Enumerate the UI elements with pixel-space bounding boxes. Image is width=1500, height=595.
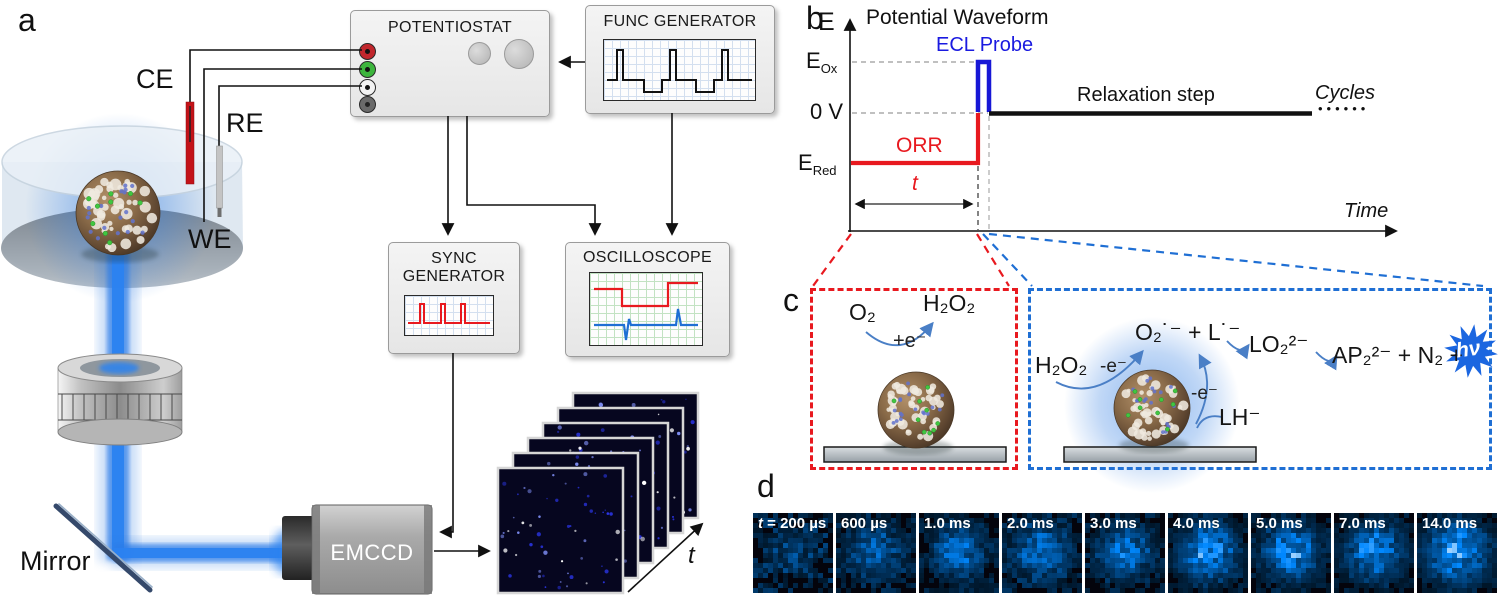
cycles-label: Cycles bbox=[1315, 82, 1376, 104]
ecl-frame-timestamp: 14.0 ms bbox=[1422, 515, 1478, 532]
radicals-label: O₂˙⁻ + L˙⁻ bbox=[1135, 319, 1241, 345]
potential-waveform-plot bbox=[843, 18, 1398, 238]
reference-electrode-label: RE bbox=[226, 108, 264, 138]
ecl-frame-3: 1.0 ms bbox=[919, 513, 999, 593]
ecl-frame-timestamp: 1.0 ms bbox=[924, 515, 971, 532]
nanoparticle-in-cell bbox=[75, 170, 161, 263]
sync-generator-title-1: SYNC bbox=[431, 250, 477, 267]
panel-letter-c: c bbox=[783, 282, 799, 318]
electrochemical-cell bbox=[1, 113, 243, 303]
e-axis-label: E bbox=[818, 8, 835, 36]
e-ox-label: EOx bbox=[806, 48, 838, 76]
working-electrode-label: WE bbox=[188, 224, 232, 254]
image-stack bbox=[496, 391, 700, 595]
panel-letter-b: b bbox=[806, 0, 824, 36]
h2o2-label-2: H₂O₂ bbox=[1035, 352, 1088, 378]
orr-label: ORR bbox=[896, 134, 943, 157]
counter-electrode-label: CE bbox=[136, 64, 174, 94]
waveform-title: Potential Waveform bbox=[866, 6, 1049, 29]
jack-green bbox=[359, 61, 376, 78]
ecl-frame-image bbox=[753, 513, 833, 593]
stack-time-label: t bbox=[688, 542, 695, 569]
excitation-beam-vertical bbox=[98, 250, 138, 562]
ecl-frame-image bbox=[836, 513, 916, 593]
ecl-frame-image bbox=[1334, 513, 1414, 593]
potentiostat-box: POTENTIOSTAT bbox=[350, 10, 550, 117]
ecl-probe-label: ECL Probe bbox=[936, 34, 1034, 56]
lh-label: LH⁻ bbox=[1219, 404, 1261, 430]
ecl-frame-9: 14.0 ms bbox=[1417, 513, 1497, 593]
zoom-connectors bbox=[812, 232, 1484, 288]
lo2-label: LO₂²⁻ bbox=[1249, 331, 1309, 357]
knob-large bbox=[504, 39, 534, 69]
electrode-wiring bbox=[189, 49, 362, 222]
func-generator-box: FUNC GENERATOR bbox=[585, 5, 775, 114]
scope-traces bbox=[594, 281, 698, 341]
cycles-dots: •••••• bbox=[1318, 101, 1370, 116]
emission-beam-horizontal bbox=[112, 538, 294, 568]
zero-volt-label: 0 V bbox=[810, 99, 844, 124]
oscilloscope-box: OSCILLOSCOPE bbox=[565, 242, 730, 357]
ecl-frame-image bbox=[1002, 513, 1082, 593]
panel-letter-a: a bbox=[18, 2, 36, 38]
minus-electron-label-1: -e⁻ bbox=[1100, 356, 1127, 377]
ecl-frame-image bbox=[1168, 513, 1248, 593]
knob-small bbox=[468, 42, 491, 65]
sync-generator-display bbox=[404, 295, 494, 336]
ecl-frame-image bbox=[1085, 513, 1165, 593]
pulse-width-label: t bbox=[912, 172, 918, 195]
ecl-frame-5: 3.0 ms bbox=[1085, 513, 1165, 593]
orr-mechanism-box bbox=[810, 288, 1018, 470]
ecl-frame-7: 5.0 ms bbox=[1251, 513, 1331, 593]
func-generator-display bbox=[603, 39, 756, 101]
ecl-frame-6: 4.0 ms bbox=[1168, 513, 1248, 593]
sync-generator-title-2: GENERATOR bbox=[402, 268, 506, 285]
func-generator-title: FUNC GENERATOR bbox=[603, 13, 757, 30]
relaxation-step-label: Relaxation step bbox=[1077, 84, 1215, 106]
ecl-frame-timestamp: 5.0 ms bbox=[1256, 515, 1303, 532]
pulse-train-trace bbox=[408, 303, 490, 324]
ecl-frame-4: 2.0 ms bbox=[1002, 513, 1082, 593]
potentiostat-title: POTENTIOSTAT bbox=[388, 19, 512, 36]
oscilloscope-display bbox=[589, 272, 703, 346]
ecl-frame-image bbox=[1251, 513, 1331, 593]
ecl-frame-timestamp: 2.0 ms bbox=[1007, 515, 1054, 532]
emccd-label: EMCCD bbox=[330, 540, 414, 565]
ecl-frame-1: t = 200 µs bbox=[753, 513, 833, 593]
time-axis-label: Time bbox=[1344, 200, 1389, 222]
o2-label: O₂ bbox=[849, 299, 876, 325]
ecl-frame-timestamp: 4.0 ms bbox=[1173, 515, 1220, 532]
oscilloscope-title: OSCILLOSCOPE bbox=[583, 249, 712, 266]
jack-gray bbox=[359, 96, 376, 113]
ecl-frame-timestamp: 7.0 ms bbox=[1339, 515, 1386, 532]
hv-label: hν bbox=[1454, 336, 1482, 363]
h2o2-label: H₂O₂ bbox=[923, 290, 976, 316]
counter-electrode bbox=[185, 101, 195, 185]
panel-letter-d: d bbox=[757, 468, 775, 504]
objective-lens bbox=[57, 353, 183, 446]
mirror-label: Mirror bbox=[20, 546, 91, 576]
reference-electrode bbox=[216, 145, 223, 217]
plus-electron-label: +e⁻ bbox=[893, 330, 927, 352]
e-red-label: ERed bbox=[798, 150, 837, 178]
ecl-mechanism-box bbox=[1028, 288, 1492, 470]
jack-red bbox=[359, 43, 376, 60]
ecl-frame-timestamp: 3.0 ms bbox=[1090, 515, 1137, 532]
ecl-frame-timestamp: 600 µs bbox=[841, 515, 888, 532]
square-wave-trace bbox=[607, 49, 752, 93]
ecl-frame-image bbox=[919, 513, 999, 593]
ecl-frame-2: 600 µs bbox=[836, 513, 916, 593]
minus-electron-label-2: -e⁻ bbox=[1191, 383, 1218, 404]
ecl-frame-image bbox=[1417, 513, 1497, 593]
ecl-frame-timestamp: t = 200 µs bbox=[758, 515, 827, 532]
sync-generator-box: SYNC GENERATOR bbox=[388, 242, 520, 354]
products-label: AP₂²⁻ + N₂ + bbox=[1332, 342, 1463, 368]
jack-white bbox=[359, 79, 376, 96]
ecl-frame-8: 7.0 ms bbox=[1334, 513, 1414, 593]
